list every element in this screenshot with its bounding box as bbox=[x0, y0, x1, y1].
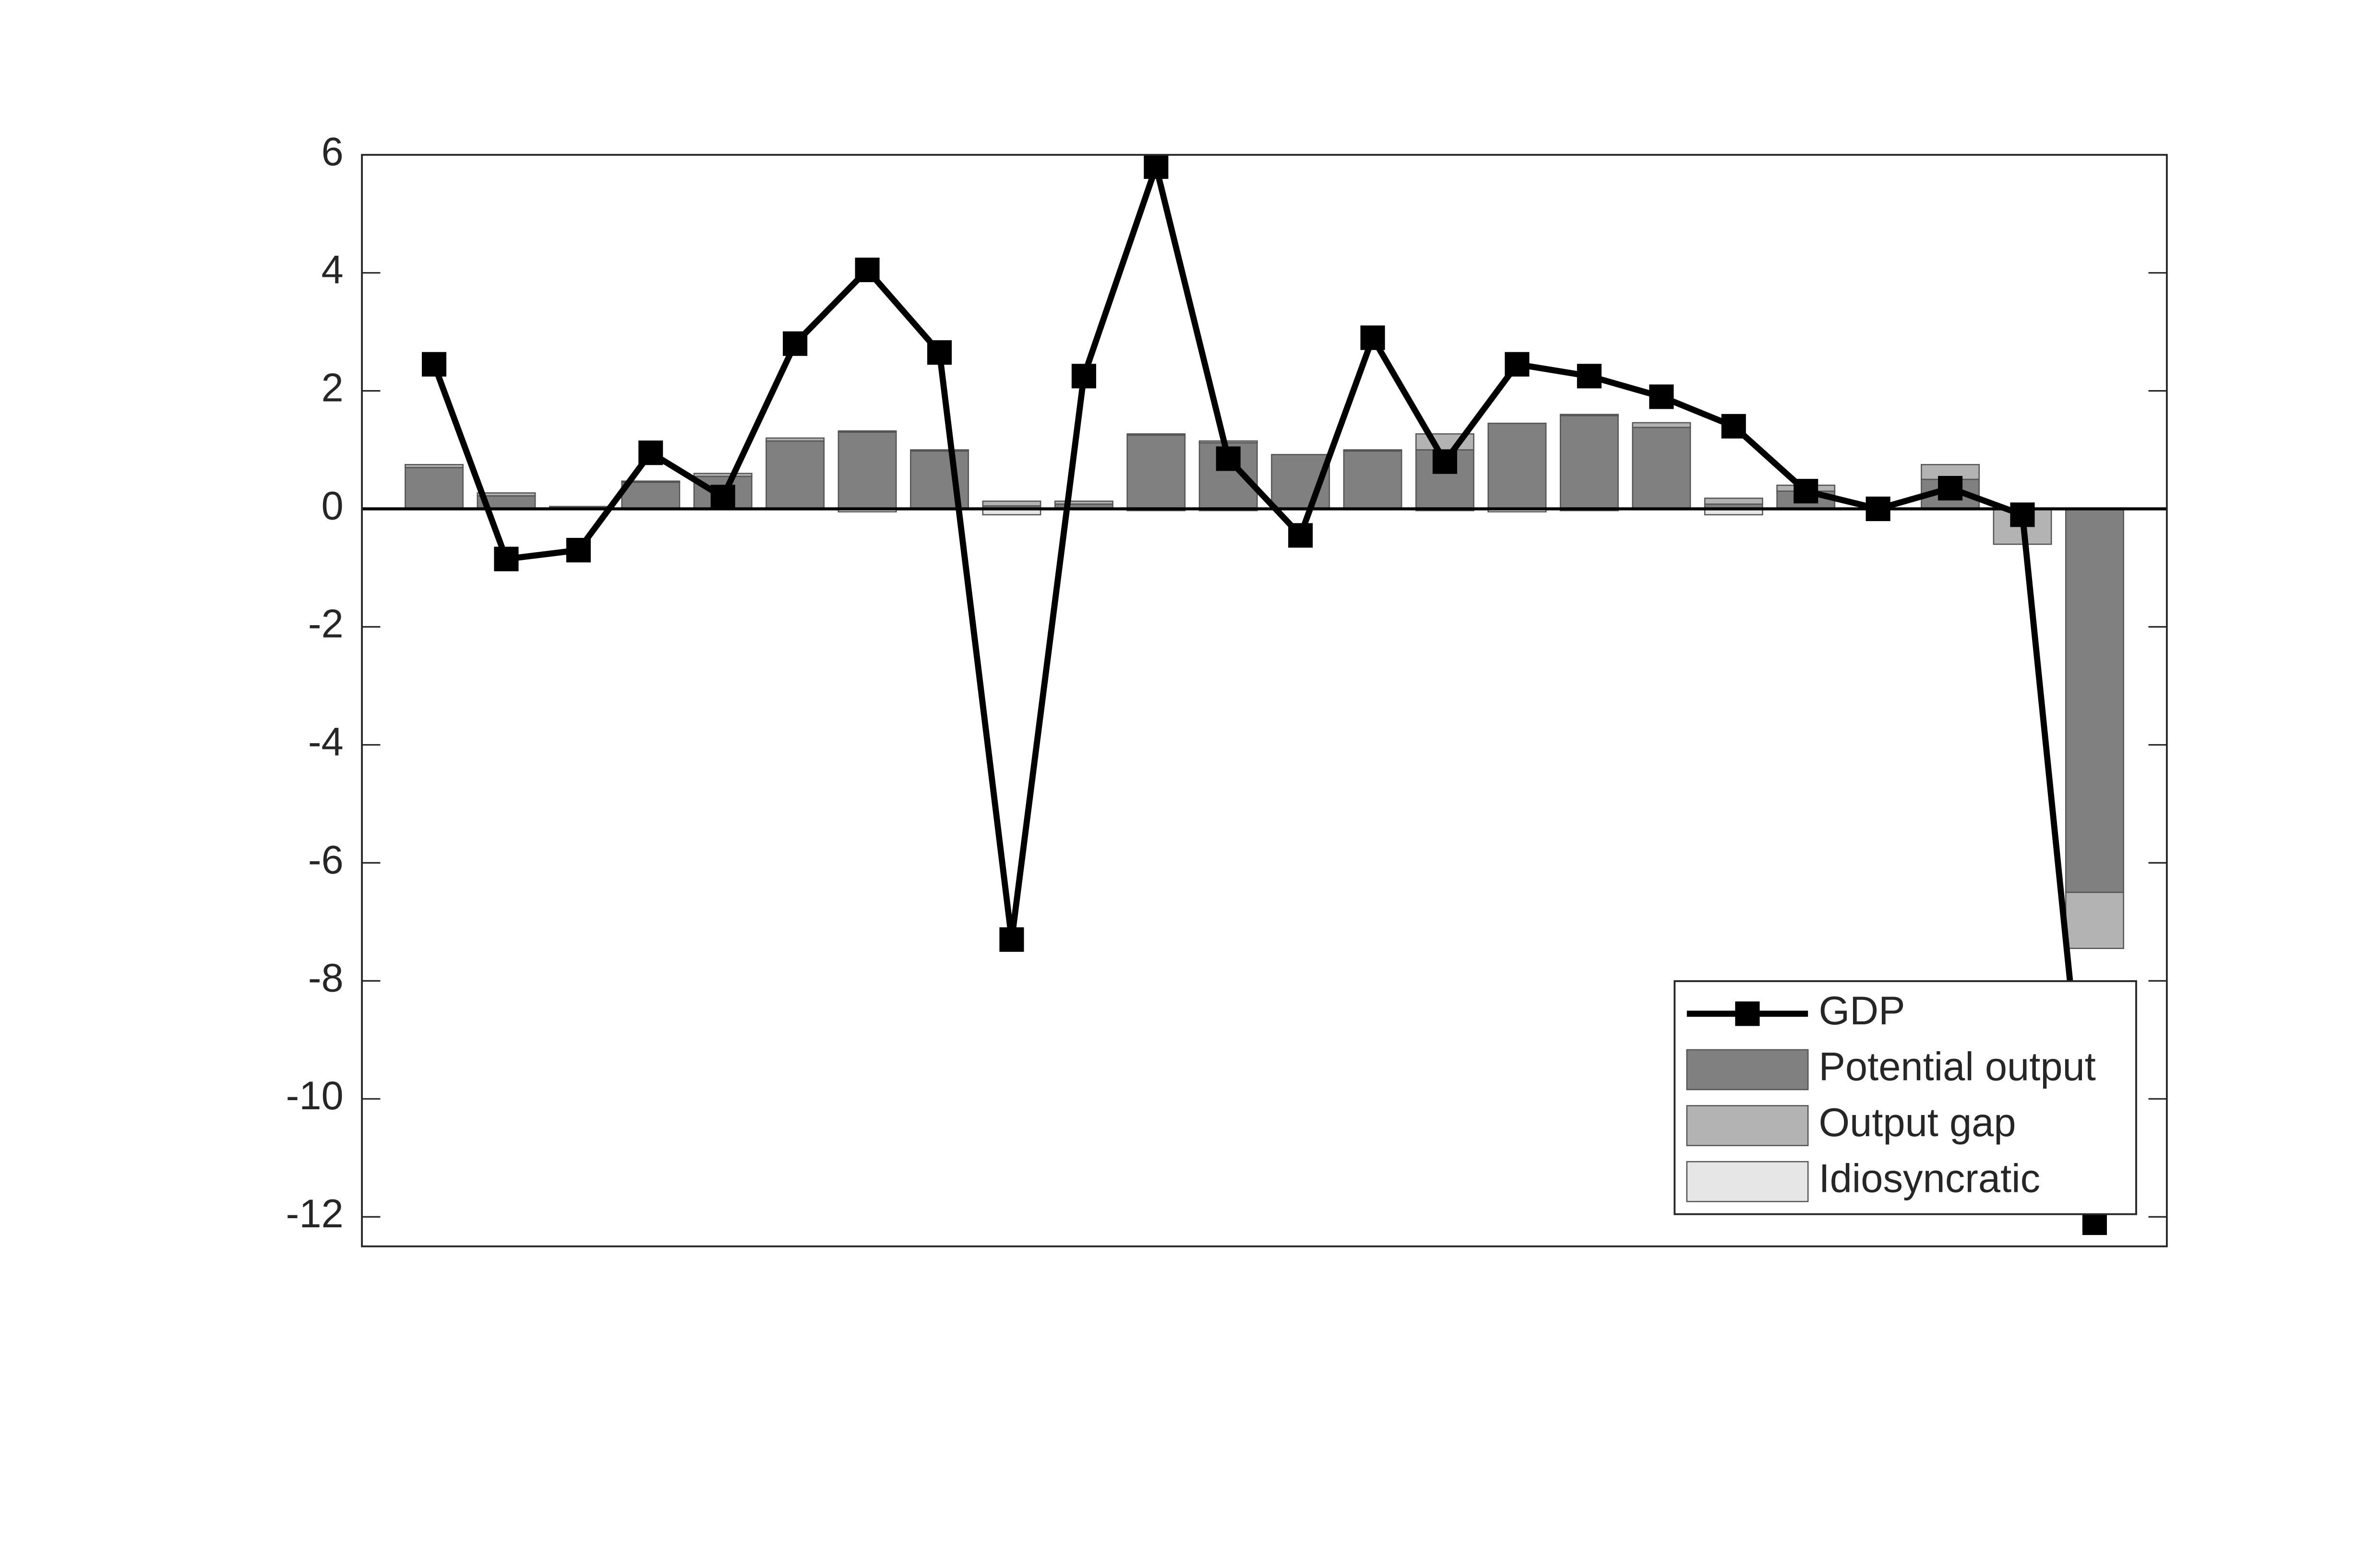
gdp-marker bbox=[855, 257, 880, 283]
legend-swatch bbox=[1686, 1105, 1809, 1146]
bar-segment bbox=[1487, 422, 1547, 510]
y-tick-label: 2 bbox=[322, 366, 344, 410]
plot-frame bbox=[361, 154, 2168, 1247]
gdp-marker bbox=[2010, 502, 2035, 527]
bar-segment bbox=[1343, 450, 1402, 510]
bar-segment bbox=[621, 481, 681, 510]
gdp-marker bbox=[1577, 364, 1602, 389]
bar-segment bbox=[2065, 508, 2124, 893]
bar-segment bbox=[837, 431, 897, 510]
bar-segment bbox=[982, 500, 1041, 507]
gdp-marker bbox=[1794, 479, 1818, 504]
bar-segment bbox=[1704, 498, 1763, 505]
gdp-marker bbox=[1144, 154, 1169, 179]
legend-marker bbox=[1735, 1001, 1760, 1026]
bar-segment bbox=[477, 492, 536, 497]
bar-segment bbox=[1126, 434, 1186, 510]
y-tick-label: -10 bbox=[286, 1073, 344, 1118]
y-tick-label: -2 bbox=[308, 601, 344, 646]
bar-segment bbox=[1126, 433, 1186, 436]
gdp-marker bbox=[1360, 325, 1385, 350]
gdp-marker bbox=[999, 927, 1024, 952]
bar-segment bbox=[693, 473, 753, 477]
gdp-marker bbox=[494, 546, 519, 571]
y-tick-label: -4 bbox=[308, 719, 344, 764]
legend-swatch bbox=[1686, 1049, 1809, 1091]
gdp-marker bbox=[421, 352, 447, 377]
gdp-marker bbox=[566, 538, 591, 563]
bar-segment bbox=[1632, 422, 1691, 428]
bar-segment bbox=[405, 464, 464, 468]
gdp-marker bbox=[927, 340, 952, 365]
gdp-marker bbox=[1071, 364, 1096, 389]
bar-segment bbox=[1198, 440, 1258, 444]
bar-segment bbox=[2065, 891, 2124, 949]
bar-segment bbox=[405, 467, 464, 510]
bar-segment bbox=[837, 430, 897, 433]
bar-segment bbox=[765, 440, 825, 510]
legend-label: GDP bbox=[1819, 988, 1905, 1033]
y-tick-label: 4 bbox=[322, 248, 344, 292]
bar-segment bbox=[1343, 449, 1402, 452]
bar-segment bbox=[1054, 500, 1113, 505]
bar-segment bbox=[1559, 415, 1619, 510]
gdp-marker bbox=[638, 440, 663, 465]
gdp-marker bbox=[1649, 384, 1674, 409]
y-tick-label: -12 bbox=[286, 1191, 344, 1236]
gdp-marker bbox=[1938, 475, 1963, 501]
legend-label: Output gap bbox=[1819, 1100, 2016, 1145]
bar-segment bbox=[621, 480, 681, 483]
gdp-marker bbox=[1432, 449, 1458, 474]
y-tick-label: -6 bbox=[308, 837, 344, 882]
bar-segment bbox=[1632, 427, 1691, 510]
gdp-marker bbox=[1288, 523, 1313, 548]
y-tick-label: -8 bbox=[308, 955, 344, 1000]
gdp-marker bbox=[1721, 414, 1746, 439]
bar-segment bbox=[765, 437, 825, 442]
bar-segment bbox=[910, 449, 969, 452]
y-tick-label: 6 bbox=[322, 130, 344, 174]
y-tick-label: 0 bbox=[322, 483, 344, 528]
gdp-marker bbox=[1216, 446, 1241, 471]
gdp-marker bbox=[1866, 496, 1890, 522]
legend-swatch bbox=[1686, 1161, 1809, 1202]
legend-label: Potential output bbox=[1819, 1044, 2096, 1089]
legend-label: Idiosyncratic bbox=[1819, 1156, 2041, 1201]
gdp-marker bbox=[710, 485, 735, 510]
gdp-marker bbox=[1505, 352, 1530, 377]
gdp-marker bbox=[783, 331, 808, 356]
